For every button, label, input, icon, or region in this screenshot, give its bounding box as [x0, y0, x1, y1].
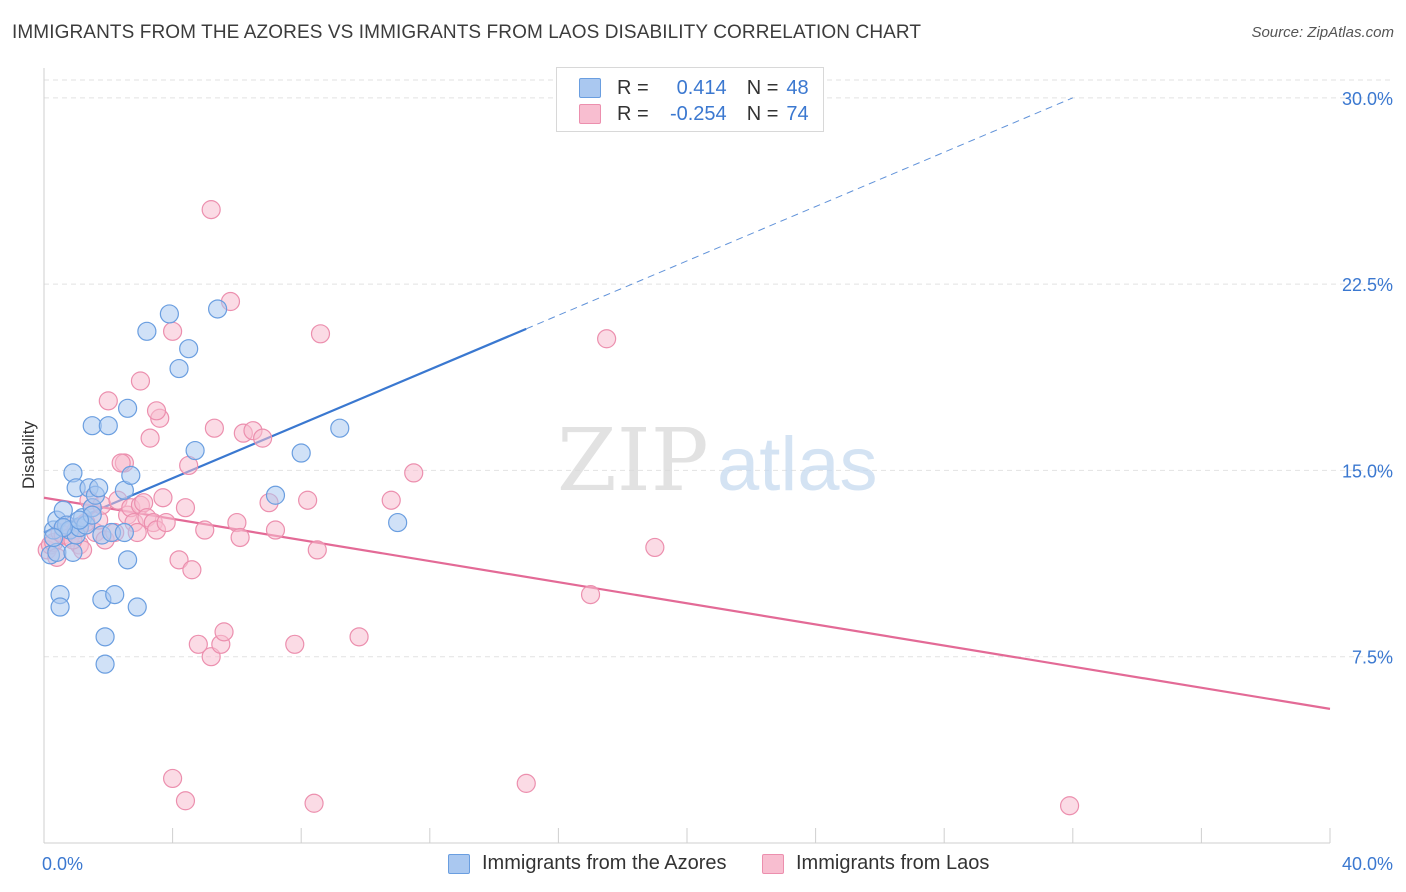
data-point-laos — [597, 329, 617, 349]
data-point-laos — [140, 428, 160, 448]
legend-swatch-azores — [448, 853, 470, 874]
data-point-laos — [285, 634, 305, 654]
legend-label-laos: Immigrants from Laos — [796, 852, 990, 874]
legend-item-azores: Immigrants from the Azores — [448, 852, 727, 875]
data-point-azores — [95, 654, 115, 674]
data-point-laos — [516, 773, 536, 793]
data-point-laos — [163, 768, 183, 789]
axes — [43, 68, 1331, 844]
data-point-azores — [50, 597, 70, 617]
data-point-laos — [298, 490, 318, 510]
data-point-azores — [63, 542, 83, 562]
data-point-laos — [146, 401, 167, 421]
y-tick-labels: 7.5% 15.0% 22.5% 30.0% — [1342, 89, 1393, 668]
data-point-azores — [185, 440, 205, 461]
data-point-azores — [159, 304, 179, 324]
data-point-azores — [98, 416, 118, 436]
data-point-azores — [44, 527, 64, 548]
data-point-laos — [580, 585, 601, 605]
legend-swatch-azores — [579, 78, 601, 98]
data-point-azores — [105, 585, 125, 605]
data-point-azores — [330, 418, 350, 438]
x-tick-label: 0.0% — [42, 854, 83, 874]
chart-title: IMMIGRANTS FROM THE AZORES VS IMMIGRANTS… — [12, 22, 922, 43]
data-point-azores — [89, 478, 109, 498]
data-point-laos — [153, 488, 173, 508]
data-point-laos — [214, 622, 234, 642]
data-point-azores — [117, 550, 138, 570]
y-tick-label: 7.5% — [1352, 648, 1393, 668]
data-point-azores — [114, 522, 134, 543]
legend-n-label: N = — [746, 102, 779, 125]
data-point-laos — [307, 540, 327, 560]
legend-r-label: R = — [617, 76, 649, 99]
data-point-azores — [208, 299, 228, 319]
y-axis-label: Disability — [19, 420, 38, 489]
data-point-azores — [388, 512, 408, 533]
data-point-laos — [201, 200, 221, 220]
legend-label-azores: Immigrants from the Azores — [482, 852, 727, 874]
data-point-laos — [1059, 796, 1080, 816]
data-point-laos — [98, 391, 118, 411]
data-point-laos — [130, 371, 151, 391]
data-point-laos — [645, 537, 665, 558]
data-point-azores — [127, 597, 147, 617]
data-point-laos — [204, 418, 224, 438]
legend-r-label: R = — [617, 102, 649, 125]
data-point-laos — [175, 791, 196, 811]
x-tick-labels: 0.0% 40.0% — [42, 854, 1393, 874]
legend-row-azores: R = 0.414 N = 48 — [579, 75, 809, 101]
trend-lines — [43, 97, 1331, 710]
data-point-laos — [169, 550, 189, 570]
source-label: Source: ZipAtlas.com — [1251, 24, 1394, 41]
legend-n-value: 74 — [786, 102, 809, 125]
data-point-azores — [265, 485, 286, 505]
data-point-azores — [117, 398, 138, 418]
watermark: ZIP atlas — [557, 411, 878, 511]
y-tick-label: 15.0% — [1342, 461, 1393, 481]
data-point-azores — [179, 339, 199, 359]
data-point-azores — [82, 416, 102, 436]
grid-lines — [44, 79, 1392, 658]
legend-swatch-laos — [579, 104, 601, 124]
data-point-laos — [381, 490, 401, 510]
data-point-azores — [95, 627, 115, 647]
legend-n-value: 48 — [786, 76, 809, 99]
x-tick-label: 40.0% — [1342, 854, 1393, 874]
data-point-laos — [163, 321, 183, 341]
legend-row-laos: R = -0.254 N = 74 — [579, 101, 809, 127]
data-point-laos — [195, 520, 215, 540]
data-point-laos — [404, 463, 424, 483]
data-point-laos — [310, 324, 331, 344]
data-point-laos — [265, 520, 286, 540]
data-point-azores — [169, 358, 189, 379]
data-point-laos — [156, 512, 176, 533]
trend-line-azores-extension — [526, 97, 1073, 330]
legend-item-laos: Immigrants from Laos — [762, 852, 989, 875]
data-point-azores — [291, 443, 311, 463]
data-point-laos — [230, 527, 250, 548]
correlation-legend: R = 0.414 N = 48 R = -0.254 N = 74 — [556, 67, 824, 132]
legend-swatch-laos — [762, 853, 784, 874]
legend-r-value: -0.254 — [669, 102, 727, 125]
data-point-laos — [175, 498, 196, 518]
y-tick-label: 22.5% — [1342, 275, 1393, 295]
data-point-laos — [188, 634, 208, 654]
legend-n-label: N = — [746, 76, 779, 99]
data-point-laos — [253, 428, 273, 448]
series-azores-points — [40, 299, 408, 674]
data-point-azores — [121, 465, 141, 485]
data-point-laos — [182, 560, 202, 580]
data-point-laos — [304, 793, 324, 813]
watermark-atlas: atlas — [717, 422, 878, 507]
data-point-azores — [69, 510, 89, 530]
trend-line-laos — [43, 496, 1331, 710]
series-legend: Immigrants from the Azores Immigrants fr… — [0, 852, 1406, 878]
watermark-zip: ZIP — [557, 411, 709, 511]
data-point-azores — [137, 321, 157, 341]
data-point-laos — [349, 627, 369, 647]
legend-r-value: 0.414 — [676, 76, 727, 99]
y-tick-label: 30.0% — [1342, 89, 1393, 109]
